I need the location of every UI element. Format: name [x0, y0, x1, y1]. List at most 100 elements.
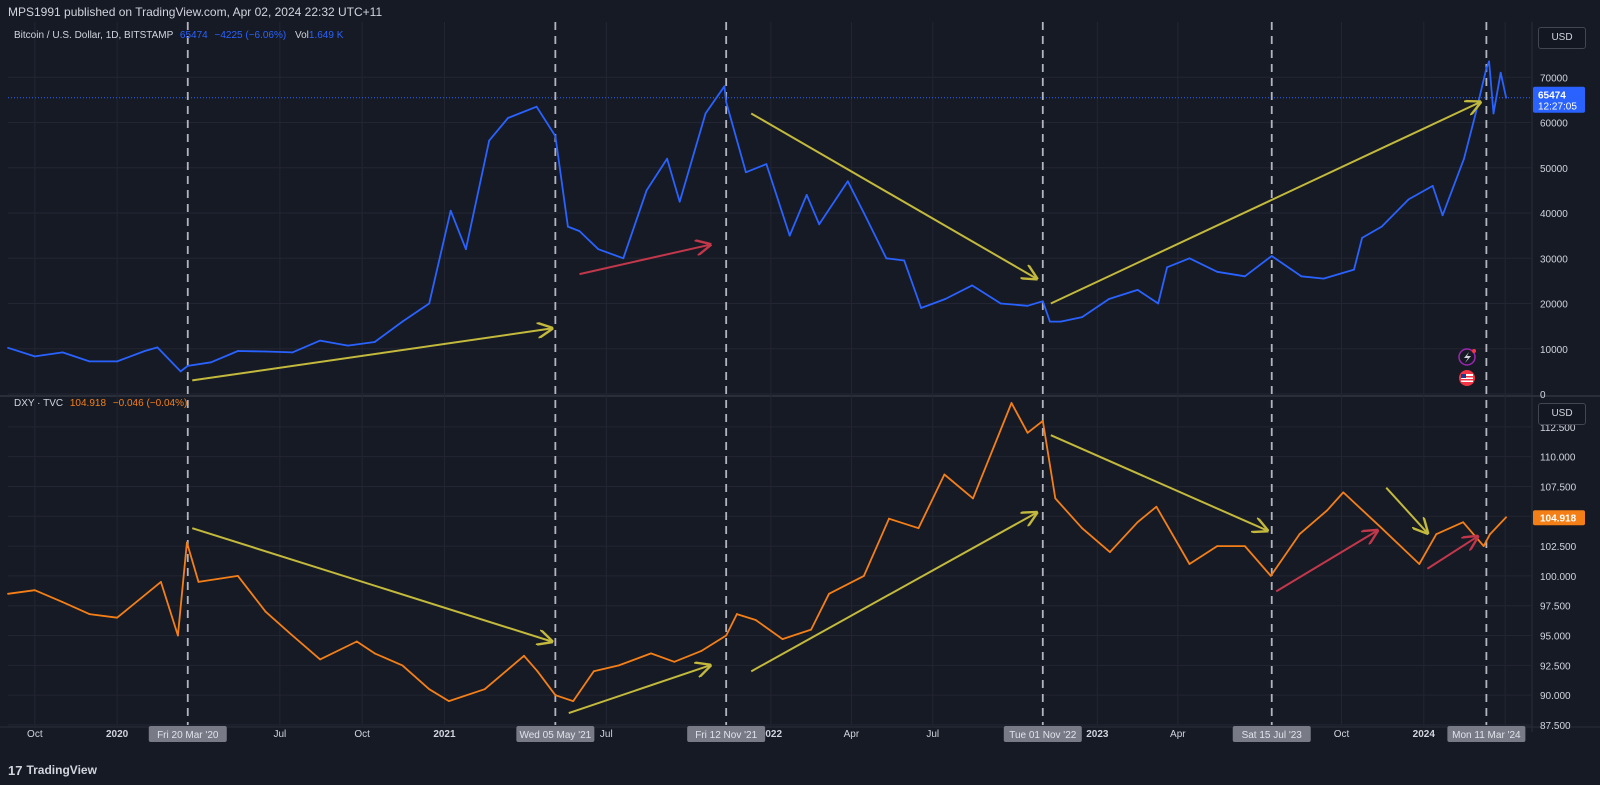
btc-price-line-point	[1485, 67, 1488, 70]
grid-lines	[0, 22, 1600, 732]
dxy-price-line-point	[725, 634, 728, 637]
btc-price-line-point	[704, 112, 707, 115]
date-marker-label: Sat 15 Jul '23	[1242, 730, 1303, 741]
btc-price-line-point	[645, 189, 648, 192]
dxy-price-line-point	[1108, 551, 1111, 553]
dxy-y-tick-label: 102.500	[1540, 542, 1577, 553]
dxy-price-line-point	[33, 589, 36, 592]
btc-price-line-point	[1492, 112, 1495, 115]
dxy-trend-arrow	[1385, 486, 1427, 533]
btc-price-line-point	[818, 223, 821, 226]
dxy-price-line-point	[736, 613, 738, 615]
btc-price-line-point	[566, 225, 569, 228]
dxy-price-line-point	[483, 688, 486, 691]
date-marker-tag	[1003, 726, 1082, 742]
dxy-price-line-point	[1216, 545, 1219, 547]
dxy-price-line-point	[319, 658, 322, 661]
dxy-price-line-point	[160, 580, 162, 583]
dxy-price-line-point	[781, 638, 784, 641]
us-flag-event-icon[interactable]	[1459, 370, 1475, 386]
price-series	[7, 60, 1507, 703]
btc-trend-arrow	[192, 328, 552, 382]
dxy-price-line-point	[1026, 431, 1029, 434]
btc-legend-change: −4225 (−6.06%)	[214, 30, 287, 41]
btc-trend-arrow	[1050, 102, 1480, 305]
dxy-trend-arrow	[568, 665, 710, 715]
time-tick-label: Apr	[844, 729, 860, 740]
btc-price-line-point	[666, 157, 669, 160]
btc-currency-button[interactable]: USD	[1538, 27, 1586, 49]
time-tick-label: 2022	[760, 729, 783, 740]
dxy-price-line-point	[373, 652, 376, 655]
btc-price-tag-value: 65474	[1538, 91, 1566, 102]
btc-price-line-point	[597, 248, 600, 251]
dxy-price-line-point	[810, 628, 813, 631]
date-marker-tag	[687, 726, 766, 742]
btc-price-line-point	[88, 360, 91, 363]
btc-price-line-point	[210, 361, 212, 364]
btc-price-line-point	[885, 257, 888, 260]
dxy-price-line-point	[1342, 491, 1345, 494]
time-tick-label: Jul	[273, 729, 286, 740]
dxy-y-tick-label: 87.500	[1540, 721, 1571, 732]
btc-price-line-point	[7, 346, 9, 349]
btc-price-line-point	[1322, 277, 1325, 280]
chart-background	[0, 22, 1600, 754]
dxy-y-tick-label: 92.500	[1540, 661, 1571, 672]
time-tick-label: Apr	[1170, 729, 1186, 740]
dxy-price-line-point	[972, 497, 974, 500]
btc-price-tag	[1533, 86, 1585, 113]
time-tick-label: Oct	[1334, 729, 1350, 740]
dxy-price-line-point	[943, 473, 946, 476]
btc-trend-arrow	[579, 245, 711, 276]
btc-price-line-point	[920, 307, 923, 309]
dxy-price-line-point	[197, 580, 200, 583]
date-marker-tag	[516, 726, 595, 742]
time-tick-label: 2023	[1086, 729, 1109, 740]
dxy-legend-change: −0.046 (−0.04%)	[112, 398, 188, 409]
dxy-price-line-point	[1298, 533, 1301, 536]
event-icons[interactable]	[1458, 348, 1476, 386]
chart-canvas[interactable]: 0 10000 20000 30000 40000 50000 60000 70000 87.5…	[0, 22, 1600, 754]
btc-price-line-point	[1505, 96, 1507, 99]
dxy-price-line-point	[355, 640, 358, 643]
btc-price-line-point	[1463, 157, 1465, 160]
dxy-price-line-point	[1188, 563, 1191, 565]
btc-price-line-point	[186, 365, 189, 367]
btc-price-line-point	[116, 360, 119, 363]
btc-price-line-point	[1499, 71, 1502, 74]
btc-price-line-point	[578, 230, 581, 233]
dxy-price-line-point	[1489, 533, 1491, 536]
btc-price-line-point	[723, 85, 726, 88]
dxy-price-line-point	[1155, 505, 1158, 508]
btc-price-line-point	[1059, 320, 1062, 323]
btc-price-line-point	[535, 105, 538, 108]
btc-price-line-point	[1216, 270, 1219, 273]
btc-price-line-point	[1431, 184, 1434, 187]
btc-price-line-point	[319, 339, 322, 342]
dxy-trend-arrow	[750, 513, 1036, 673]
date-marker-tag	[1232, 726, 1311, 742]
btc-price-line-point	[1441, 214, 1444, 217]
btc-price-line-point	[236, 350, 239, 352]
dxy-price-line-point	[617, 664, 620, 667]
dxy-price-line-point	[1380, 527, 1383, 530]
btc-price-line-point	[805, 194, 808, 196]
btc-price-line-point	[1300, 275, 1303, 278]
btc-legend: Bitcoin / U.S. Dollar, 1D, BITSTAMP 6547…	[14, 30, 343, 41]
tradingview-logo[interactable]: 17 TradingView	[8, 763, 97, 778]
btc-price-line-point	[1157, 302, 1160, 305]
lightning-event-icon[interactable]	[1458, 348, 1476, 366]
date-marker-label: Tue 01 Nov '22	[1009, 730, 1077, 741]
dxy-price-line-point	[536, 670, 539, 673]
dxy-currency-button[interactable]: USD	[1538, 403, 1586, 425]
dxy-price-line-point	[1136, 521, 1139, 524]
btc-y-tick-label: 10000	[1540, 345, 1568, 356]
dxy-price-tag	[1533, 510, 1585, 526]
time-tick-label: Jul	[600, 729, 613, 740]
dxy-y-tick-label: 97.500	[1540, 602, 1571, 613]
dxy-price-line-point	[650, 652, 652, 655]
dxy-price-line-point	[428, 688, 431, 691]
date-marker-label: Wed 05 May '21	[519, 730, 591, 741]
publisher-text: MPS1991 published on TradingView.com, Ap…	[8, 5, 383, 19]
